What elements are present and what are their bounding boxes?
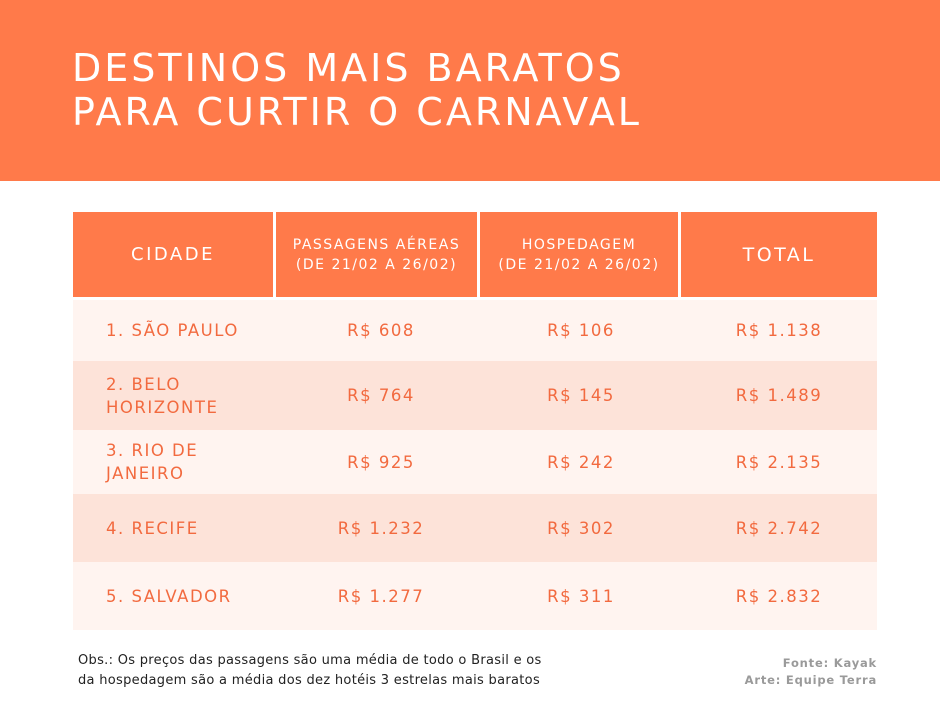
table-row: 5. SALVADOR R$ 1.277 R$ 311 R$ 2.832 xyxy=(73,562,877,630)
footnote: Obs.: Os preços das passagens são uma mé… xyxy=(78,651,542,691)
air-price-cell: R$ 1.277 xyxy=(337,586,425,606)
credits: Fonte: Kayak Arte: Equipe Terra xyxy=(745,655,877,689)
column-header-hotel-label: HOSPEDAGEM xyxy=(521,236,637,253)
city-name-line-1: 2. BELO xyxy=(106,374,181,394)
column-header-city-label: CIDADE xyxy=(131,244,215,265)
city-name-line-2: JANEIRO xyxy=(106,464,185,483)
city-cell: 4. RECIFE xyxy=(73,517,281,540)
city-name-line-1: 3. RIO DE xyxy=(106,441,199,460)
hotel-price-cell: R$ 311 xyxy=(547,586,615,606)
city-name: 5. SALVADOR xyxy=(106,586,232,606)
city-name-line-2: HORIZONTE xyxy=(106,397,219,417)
title-line-2: PARA CURTIR O CARNAVAL xyxy=(72,90,642,134)
total-price-cell: R$ 2.832 xyxy=(735,586,823,606)
table-row: 3. RIO DE JANEIRO R$ 925 R$ 242 R$ 2.135 xyxy=(73,430,877,494)
air-price-cell: R$ 1.232 xyxy=(337,518,425,538)
hotel-price-cell: R$ 145 xyxy=(547,386,615,405)
column-header-hotel-dates: (DE 21/02 A 26/02) xyxy=(498,256,660,273)
city-name: 4. RECIFE xyxy=(106,518,199,538)
title-line-1: DESTINOS MAIS BARATOS xyxy=(72,46,625,90)
total-price-cell: R$ 1.489 xyxy=(735,386,823,405)
total-price-cell: R$ 2.135 xyxy=(735,452,823,472)
art-credit: Arte: Equipe Terra xyxy=(744,673,877,687)
footnote-line-2: da hospedagem são a média dos dez hotéis… xyxy=(78,673,541,688)
total-price-cell: R$ 1.138 xyxy=(735,321,823,340)
air-price-cell: R$ 608 xyxy=(347,321,415,340)
city-cell: 1. SÃO PAULO xyxy=(73,319,281,342)
city-cell: 5. SALVADOR xyxy=(73,585,281,608)
column-header-air-label: PASSAGENS AÉREAS xyxy=(292,236,461,253)
city-cell: 3. RIO DE JANEIRO xyxy=(73,439,281,485)
city-name: 1. SÃO PAULO xyxy=(106,321,239,340)
page-title: DESTINOS MAIS BARATOS PARA CURTIR O CARN… xyxy=(72,46,642,134)
table-header-row: CIDADE PASSAGENS AÉREAS (DE 21/02 A 26/0… xyxy=(73,212,877,297)
title-banner: DESTINOS MAIS BARATOS PARA CURTIR O CARN… xyxy=(0,0,940,181)
hotel-price-cell: R$ 242 xyxy=(547,452,615,472)
total-price-cell: R$ 2.742 xyxy=(735,518,823,538)
air-price-cell: R$ 925 xyxy=(347,452,415,472)
air-price-cell: R$ 764 xyxy=(347,386,415,405)
column-header-total: TOTAL xyxy=(681,212,877,297)
table-row: 1. SÃO PAULO R$ 608 R$ 106 R$ 1.138 xyxy=(73,300,877,361)
prices-table: CIDADE PASSAGENS AÉREAS (DE 21/02 A 26/0… xyxy=(73,212,877,630)
city-cell: 2. BELO HORIZONTE xyxy=(73,373,281,419)
source-credit: Fonte: Kayak xyxy=(782,656,877,670)
column-header-air: PASSAGENS AÉREAS (DE 21/02 A 26/02) xyxy=(276,212,477,297)
column-header-total-label: TOTAL xyxy=(742,243,816,266)
column-header-hotel: HOSPEDAGEM (DE 21/02 A 26/02) xyxy=(480,212,678,297)
hotel-price-cell: R$ 106 xyxy=(547,321,615,340)
hotel-price-cell: R$ 302 xyxy=(547,518,615,538)
table-row: 4. RECIFE R$ 1.232 R$ 302 R$ 2.742 xyxy=(73,494,877,562)
footnote-line-1: Obs.: Os preços das passagens são uma mé… xyxy=(78,653,542,668)
table-row: 2. BELO HORIZONTE R$ 764 R$ 145 R$ 1.489 xyxy=(73,361,877,430)
column-header-air-dates: (DE 21/02 A 26/02) xyxy=(295,256,458,273)
column-header-city: CIDADE xyxy=(73,212,273,297)
